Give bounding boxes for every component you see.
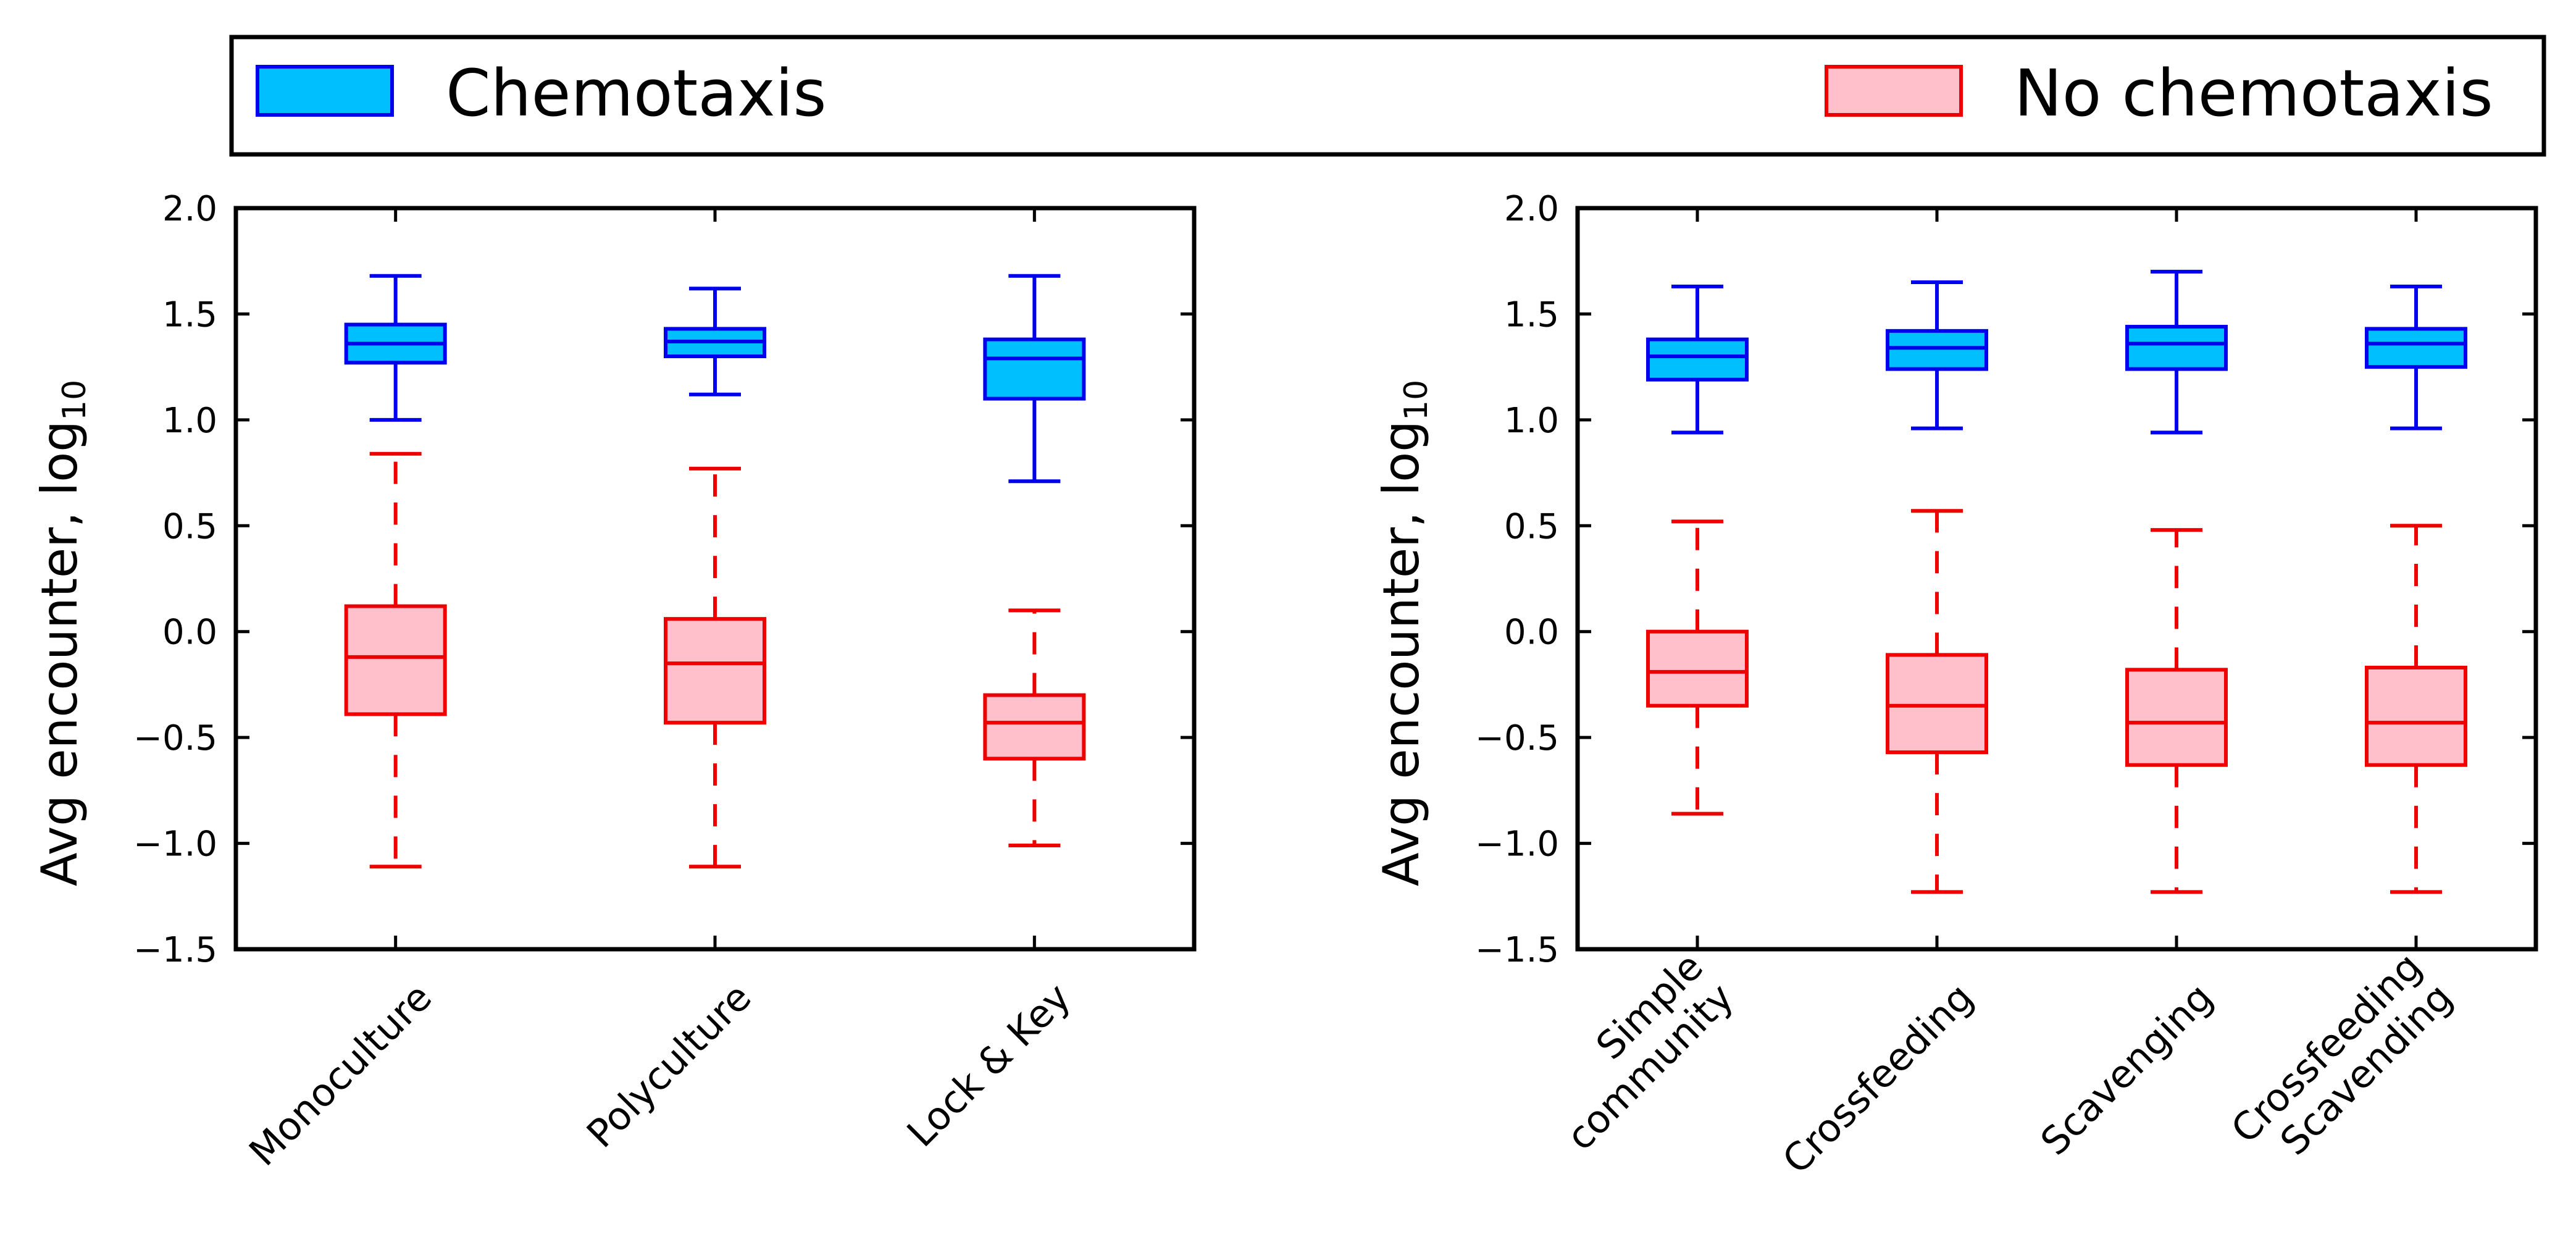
x-category-label-line: Lock & Key xyxy=(898,975,1079,1155)
y-tick-label: −0.5 xyxy=(133,718,217,758)
box-iqr xyxy=(1646,629,1749,708)
box-nochemo xyxy=(344,451,447,869)
legend-swatch-no-chemotaxis xyxy=(1825,65,1963,117)
y-axis-label-subscript: 10 xyxy=(1398,380,1435,421)
box-nochemo xyxy=(2365,524,2467,894)
y-axis-label-main: Avg encounter, log xyxy=(31,421,88,886)
box-iqr xyxy=(1646,337,1749,382)
box-iqr xyxy=(1886,329,1988,371)
x-category-label-line: Scavenging xyxy=(2032,975,2222,1164)
box-chemo xyxy=(1646,284,1749,435)
y-tick-label: −0.5 xyxy=(1475,718,1559,758)
y-tick-label: −1.5 xyxy=(133,930,217,970)
x-category-label: CrossfeedingScavending xyxy=(2222,944,2461,1182)
box-nochemo xyxy=(1886,509,1988,894)
y-axis-label-main: Avg encounter, log xyxy=(1373,421,1430,886)
box-chemo xyxy=(983,274,1086,484)
x-category-label: Crossfeeding xyxy=(1774,975,1982,1183)
y-tick-label: 0.5 xyxy=(162,506,217,547)
y-tick-label: 2.0 xyxy=(1504,189,1559,229)
x-category-label: Monoculture xyxy=(240,975,440,1175)
y-tick-label: 0.0 xyxy=(1504,613,1559,653)
box-iqr xyxy=(2365,327,2467,369)
right-panel: Avg encounter, log10 2.0 1.5 1.0 0.5 0.0 −0.5… xyxy=(1373,189,2538,1183)
box-iqr xyxy=(344,604,447,716)
box-nochemo xyxy=(2125,528,2228,894)
box-iqr xyxy=(983,337,1086,401)
box-nochemo xyxy=(983,608,1086,847)
left-panel: Avg encounter, log10 2.0 1.5 1.0 0.5 0.0 −0.5… xyxy=(31,189,1197,1175)
y-tick-label: 1.5 xyxy=(1504,295,1559,335)
box-iqr xyxy=(664,617,766,725)
y-tick-label: −1.0 xyxy=(1475,824,1559,865)
x-category-label: Simplecommunity xyxy=(1527,944,1742,1159)
box-iqr xyxy=(2125,668,2228,767)
plot-frame xyxy=(1575,206,2538,952)
box-iqr xyxy=(983,693,1086,761)
box-chemo xyxy=(2125,269,2228,435)
y-axis-label: Avg encounter, log10 xyxy=(1373,380,1435,886)
legend-label-chemotaxis: Chemotaxis xyxy=(446,56,827,131)
y-tick-label: −1.0 xyxy=(133,824,217,865)
box-nochemo xyxy=(664,466,766,869)
legend: Chemotaxis No chemotaxis xyxy=(229,35,2546,157)
box-nochemo xyxy=(1646,519,1749,816)
legend-label-no-chemotaxis: No chemotaxis xyxy=(2014,56,2493,131)
y-tick-label: 0.5 xyxy=(1504,506,1559,547)
y-tick-label: 1.0 xyxy=(1504,401,1559,441)
x-category-label-line: Crossfeeding xyxy=(1774,975,1982,1183)
y-tick-label: −1.5 xyxy=(1475,930,1559,970)
x-category-label: Lock & Key xyxy=(898,975,1079,1155)
box-iqr xyxy=(2365,666,2467,767)
x-category-label-line: Monoculture xyxy=(240,975,440,1175)
y-tick-label: 1.5 xyxy=(162,295,217,335)
box-chemo xyxy=(664,287,766,396)
x-category-label: Scavenging xyxy=(2032,975,2222,1164)
y-axis-label: Avg encounter, log10 xyxy=(31,380,93,886)
y-tick-label: 0.0 xyxy=(162,613,217,653)
box-iqr xyxy=(1886,653,1988,755)
x-category-label-line: Polyculture xyxy=(578,975,760,1157)
legend-swatch-chemotaxis xyxy=(256,65,394,117)
x-category-label: Polyculture xyxy=(578,975,760,1157)
box-chemo xyxy=(2365,284,2467,430)
y-tick-label: 2.0 xyxy=(162,189,217,229)
box-chemo xyxy=(344,274,447,422)
box-iqr xyxy=(2125,325,2228,371)
y-tick-label: 1.0 xyxy=(162,401,217,441)
box-chemo xyxy=(1886,280,1988,430)
y-axis-label-subscript: 10 xyxy=(56,380,93,421)
legend-frame xyxy=(229,35,2546,157)
